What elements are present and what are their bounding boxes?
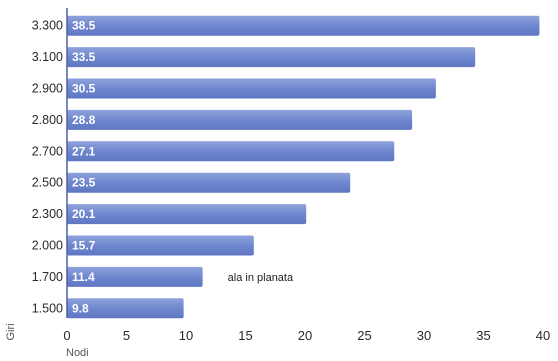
data-label: 30.5: [72, 82, 96, 96]
x-tick-label: 35: [476, 328, 490, 343]
y-tick-label: 1.700: [32, 270, 63, 284]
data-label: 28.8: [72, 113, 96, 127]
data-label: 23.5: [72, 176, 96, 190]
bar: [67, 109, 413, 130]
data-label: 15.7: [72, 239, 96, 253]
x-tick-label: 25: [357, 328, 371, 343]
bar: [67, 298, 184, 319]
bar: [67, 172, 351, 193]
data-label: 38.5: [72, 19, 96, 33]
data-label: 9.8: [72, 301, 89, 315]
x-tick-label: 20: [298, 328, 312, 343]
x-tick-label: 10: [179, 328, 193, 343]
y-tick-label: 2.300: [32, 207, 63, 221]
y-tick-label: 2.500: [32, 176, 63, 190]
annotation: ala in planata: [228, 272, 294, 284]
y-tick-label: 3.100: [32, 50, 63, 64]
bar: [67, 141, 395, 162]
x-tick-label: 0: [63, 328, 70, 343]
data-label: 27.1: [72, 144, 96, 158]
y-tick-label: 2.000: [32, 239, 63, 253]
bar: [67, 235, 254, 256]
x-tick-label: 5: [123, 328, 130, 343]
y-tick-label: 2.800: [32, 113, 63, 127]
data-label: 33.5: [72, 50, 96, 64]
x-tick-label: 40: [536, 328, 550, 343]
bar: [67, 266, 203, 287]
x-axis-label: Nodi: [66, 347, 89, 359]
y-tick-label: 2.900: [32, 82, 63, 96]
y-axis-label: Giri: [5, 323, 17, 340]
data-label: 20.1: [72, 207, 96, 221]
y-tick-label: 2.700: [32, 144, 63, 158]
x-tick-label: 15: [238, 328, 252, 343]
bar: [67, 78, 436, 99]
y-tick-label: 3.300: [32, 19, 63, 33]
bar: [67, 15, 540, 36]
bar: [67, 47, 476, 68]
bar: [67, 204, 307, 225]
x-tick-label: 30: [417, 328, 431, 343]
y-tick-label: 1.500: [32, 301, 63, 315]
data-label: 11.4: [72, 270, 95, 284]
